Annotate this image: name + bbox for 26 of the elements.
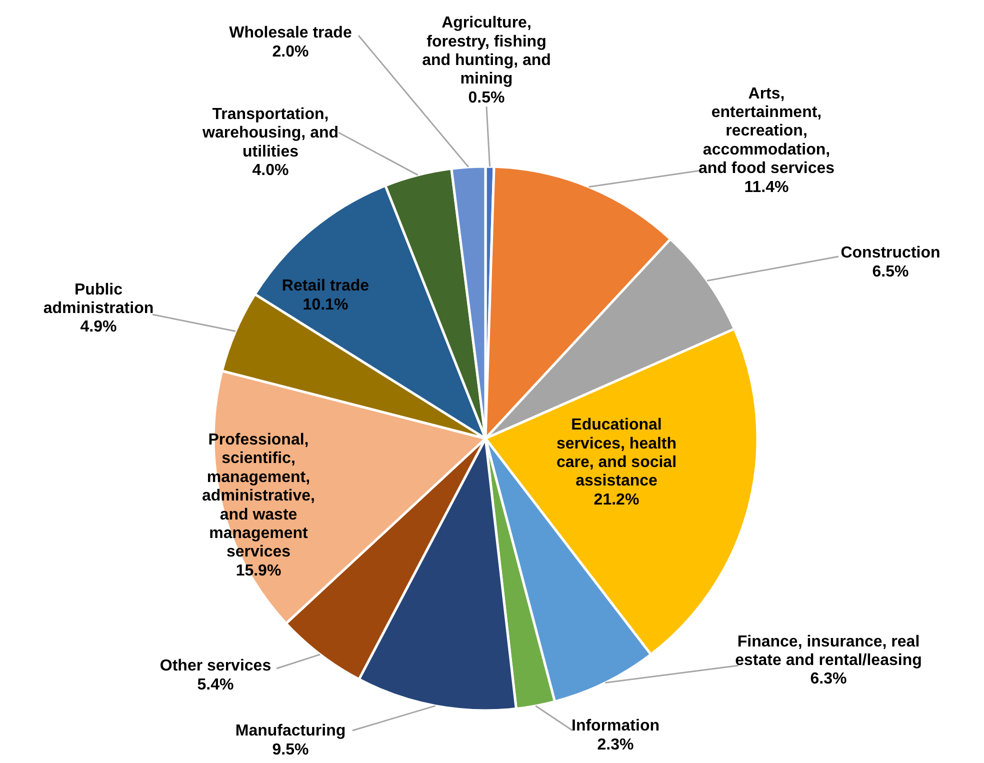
data-label: 6.5%: [872, 263, 909, 280]
data-label: 9.5%: [272, 741, 309, 758]
data-label: 2.0%: [272, 43, 309, 60]
data-label: 11.4%: [744, 178, 789, 196]
slice-label: Arts, entertainment, recreation, accommodation, and food services: [698, 85, 835, 178]
data-label: 5.4%: [197, 676, 234, 694]
data-label: 15.9%: [236, 562, 282, 580]
data-label: 0.5%: [468, 89, 505, 106]
slice-label: Agriculture, forestry, fishing and hunting, and mining: [422, 14, 551, 88]
data-label: 6.3%: [810, 670, 847, 688]
slice-label: Professional, scientific, management, administrative, and waste management services: [202, 432, 315, 561]
slice-label: Educational services, health care, and social assistance: [556, 416, 677, 490]
data-label: 4.9%: [80, 318, 117, 336]
slice-label: Public administration: [43, 281, 154, 317]
data-label: 21.2%: [594, 491, 640, 508]
data-label: 4.0%: [252, 162, 289, 180]
slice-label: Wholesale trade: [229, 24, 352, 42]
slice-label: Transportation, warehousing, and utilities: [201, 106, 339, 160]
slice-label: Finance, insurance, real estate and rental/leasing: [735, 633, 922, 669]
slice-label: Manufacturing: [235, 722, 346, 740]
slice-label: Construction: [840, 244, 940, 262]
slice-label: Other services: [160, 658, 272, 675]
data-label: 10.1%: [302, 296, 348, 314]
data-label: 2.3%: [597, 736, 634, 754]
slice-label: Retail trade: [282, 278, 370, 295]
slice-label: Information: [572, 718, 660, 735]
